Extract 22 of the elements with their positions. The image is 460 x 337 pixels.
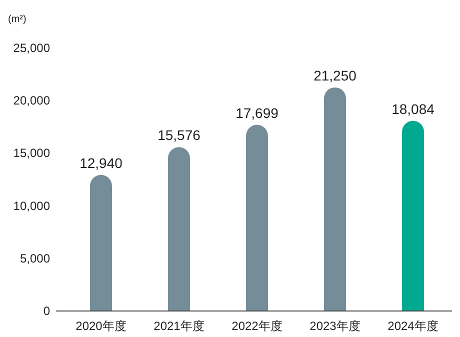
y-axis-title: (m²) bbox=[8, 14, 26, 25]
y-tick-label: 5,000 bbox=[20, 251, 50, 266]
x-tick-label: 2024年度 bbox=[388, 319, 438, 333]
data-label: 12,940 bbox=[80, 154, 123, 171]
y-tick-label: 25,000 bbox=[13, 41, 50, 55]
bar bbox=[402, 120, 424, 311]
data-label: 15,576 bbox=[158, 127, 201, 144]
bar bbox=[168, 147, 190, 311]
y-tick-label: 0 bbox=[43, 304, 50, 318]
bar bbox=[246, 124, 268, 311]
x-tick-label: 2022年度 bbox=[232, 319, 282, 333]
y-tick-label: 20,000 bbox=[13, 94, 50, 108]
data-label: 17,699 bbox=[236, 104, 279, 121]
data-label: 18,084 bbox=[392, 100, 435, 117]
bar bbox=[90, 174, 112, 311]
y-tick-label: 15,000 bbox=[13, 146, 50, 160]
data-label: 21,250 bbox=[314, 67, 357, 84]
y-tick-label: 10,000 bbox=[13, 198, 50, 213]
x-tick-label: 2023年度 bbox=[310, 319, 360, 333]
bar bbox=[324, 87, 346, 311]
x-tick-label: 2021年度 bbox=[154, 319, 204, 333]
x-tick-label: 2020年度 bbox=[76, 319, 126, 333]
